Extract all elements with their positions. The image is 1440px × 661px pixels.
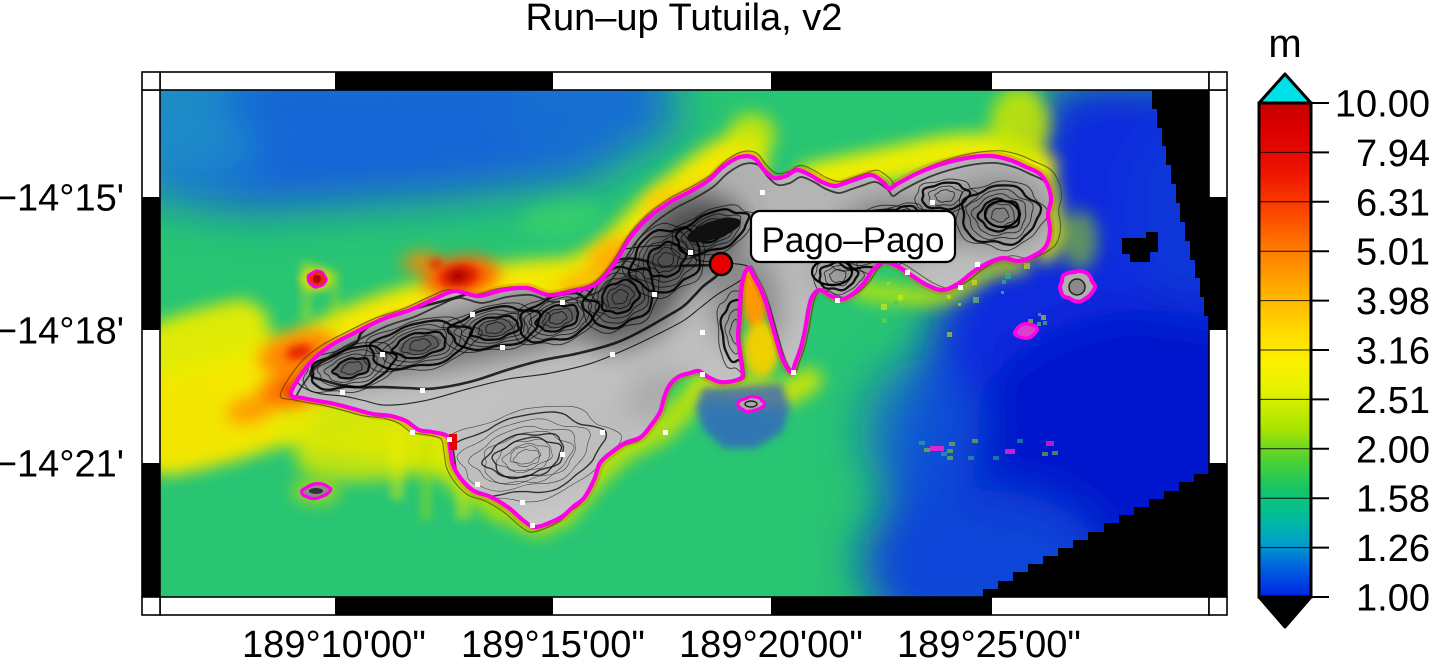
- svg-text:7.94: 7.94: [1356, 133, 1430, 175]
- svg-text:10.00: 10.00: [1335, 84, 1430, 126]
- svg-text:m: m: [1268, 22, 1301, 66]
- svg-text:1.58: 1.58: [1356, 479, 1430, 521]
- svg-text:1.26: 1.26: [1356, 528, 1430, 570]
- svg-text:6.31: 6.31: [1356, 182, 1430, 224]
- svg-text:2.51: 2.51: [1356, 380, 1430, 422]
- svg-text:189°25'00": 189°25'00": [897, 624, 1081, 661]
- svg-text:189°10'00": 189°10'00": [242, 624, 426, 661]
- svg-text:−14°15': −14°15': [0, 178, 124, 220]
- svg-text:−14°21': −14°21': [0, 444, 124, 486]
- svg-text:2.00: 2.00: [1356, 429, 1430, 471]
- svg-text:5.01: 5.01: [1356, 232, 1430, 274]
- svg-text:3.98: 3.98: [1356, 281, 1430, 323]
- svg-text:1.00: 1.00: [1356, 578, 1430, 620]
- svg-text:−14°18': −14°18': [0, 311, 124, 353]
- svg-text:3.16: 3.16: [1356, 331, 1430, 373]
- svg-text:189°20'00": 189°20'00": [679, 624, 863, 661]
- svg-text:Pago–Pago: Pago–Pago: [762, 221, 945, 260]
- svg-text:Run–up Tutuila, v2: Run–up Tutuila, v2: [526, 0, 843, 39]
- svg-text:189°15'00": 189°15'00": [461, 624, 645, 661]
